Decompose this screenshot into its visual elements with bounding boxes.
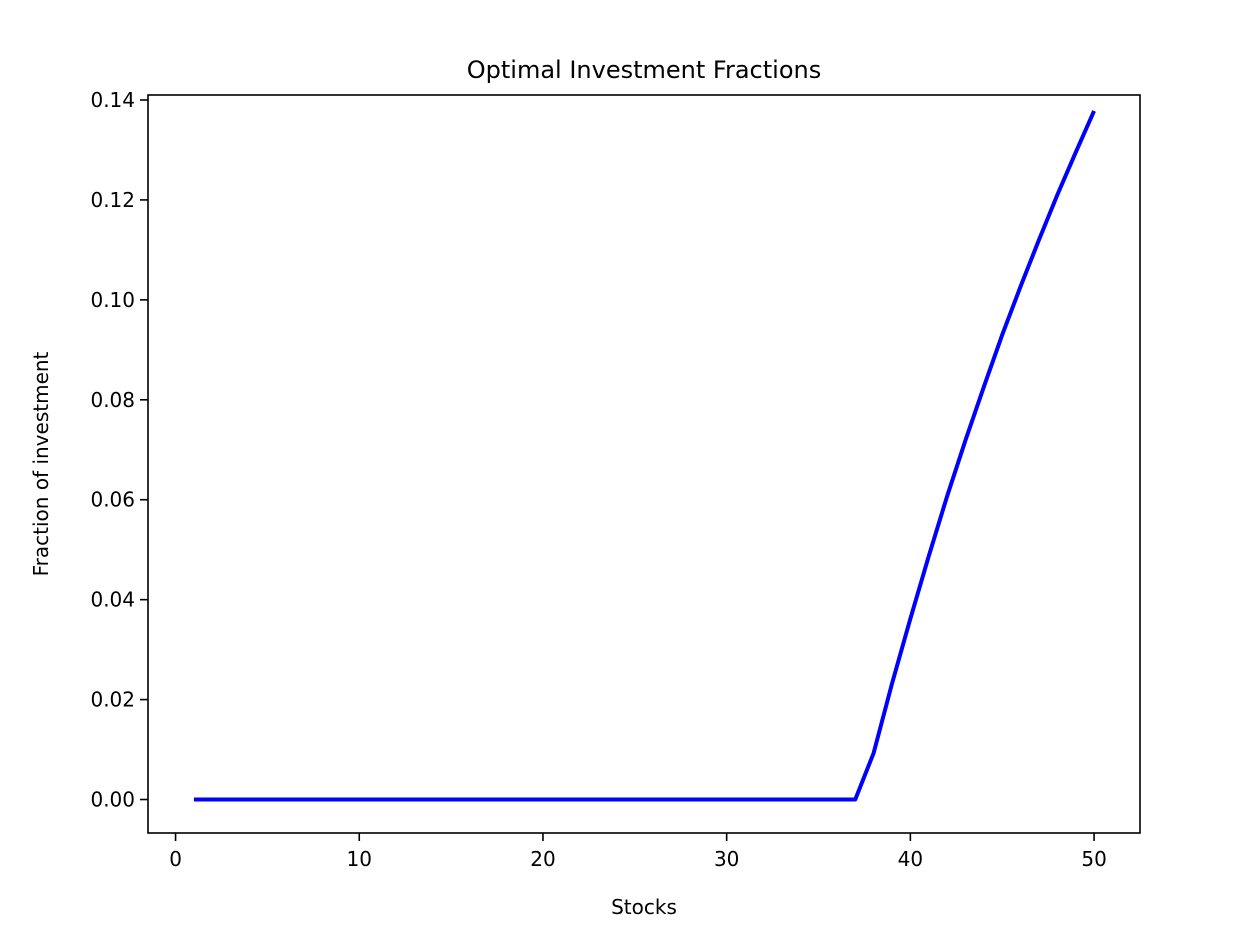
y-tick-label: 0.00 (90, 788, 135, 812)
chart-title: Optimal Investment Fractions (467, 56, 821, 84)
x-tick-label: 50 (1081, 847, 1106, 871)
x-tick-label: 20 (530, 847, 555, 871)
plot-area (193, 110, 1096, 802)
x-tick-label: 10 (347, 847, 372, 871)
y-tick-label: 0.06 (90, 488, 135, 512)
x-tick-label: 0 (169, 847, 182, 871)
y-tick-label: 0.14 (90, 88, 135, 112)
y-tick-label: 0.10 (90, 288, 135, 312)
x-axis: 0 10 20 30 40 50 (169, 833, 1107, 871)
axes-frame (147, 94, 1141, 834)
y-tick-label: 0.02 (90, 688, 135, 712)
x-tick-label: 30 (714, 847, 739, 871)
x-tick-label: 40 (898, 847, 923, 871)
y-tick-label: 0.12 (90, 188, 135, 212)
x-axis-label: Stocks (611, 895, 677, 919)
y-axis: 0.00 0.02 0.04 0.06 0.08 0.10 0.12 0.14 (90, 88, 148, 812)
series-line-0 (193, 110, 1096, 802)
y-tick-label: 0.04 (90, 588, 135, 612)
y-axis-label: Fraction of investment (29, 351, 53, 576)
y-tick-label: 0.08 (90, 388, 135, 412)
